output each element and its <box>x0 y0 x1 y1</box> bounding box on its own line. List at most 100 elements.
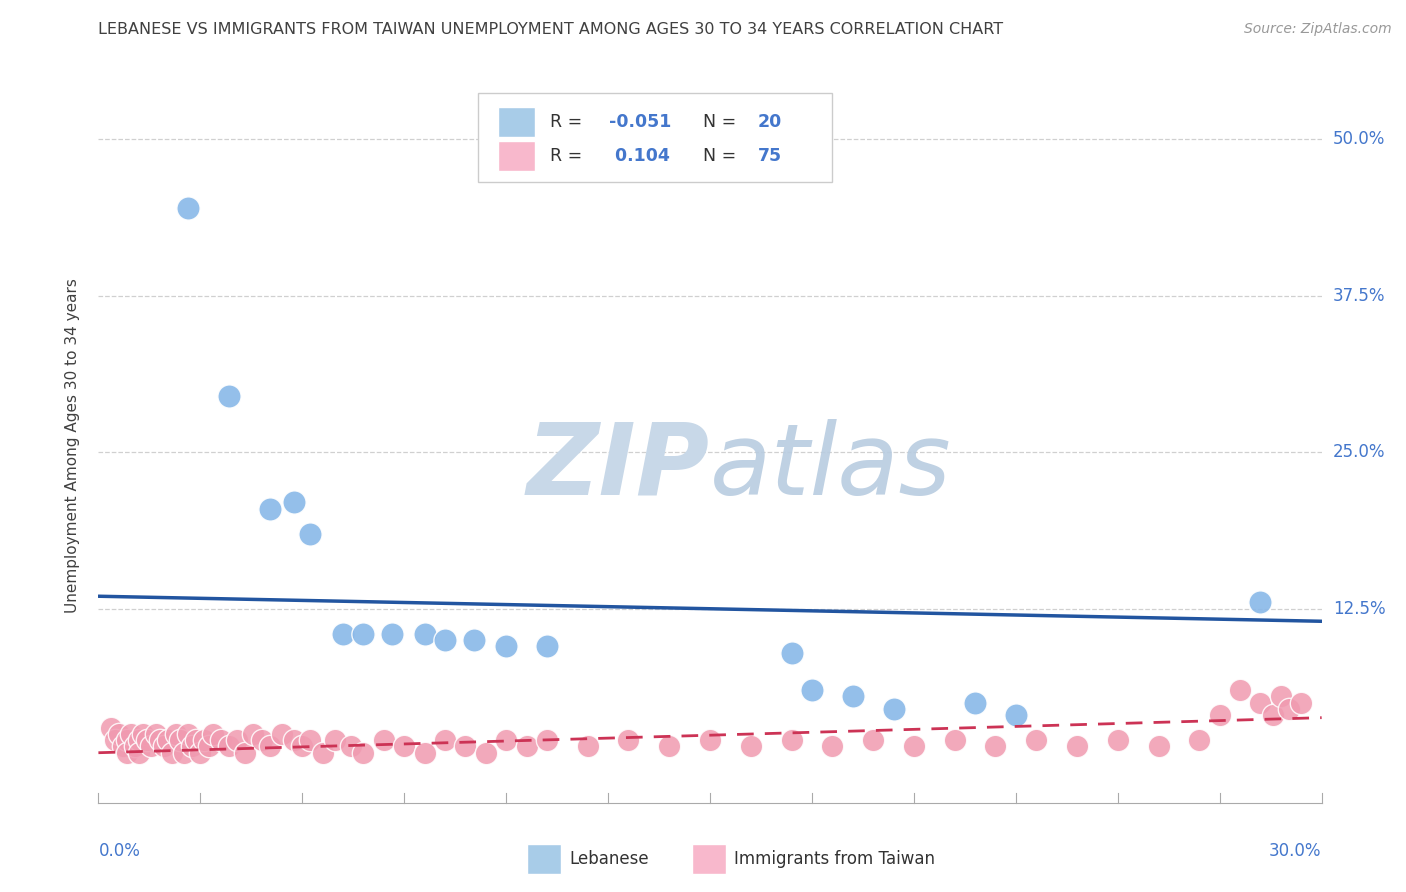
Text: Source: ZipAtlas.com: Source: ZipAtlas.com <box>1244 22 1392 37</box>
Point <box>173 746 195 760</box>
Point <box>188 746 212 760</box>
Point <box>145 727 167 741</box>
Point <box>434 733 457 747</box>
Point <box>104 733 127 747</box>
Point <box>242 727 264 741</box>
Point <box>186 733 208 747</box>
Point <box>259 739 281 754</box>
Text: N =: N = <box>703 147 741 165</box>
Point <box>197 739 219 754</box>
Point <box>495 640 517 654</box>
Point <box>259 501 281 516</box>
Point <box>218 739 240 754</box>
Point <box>821 739 844 754</box>
Point <box>299 526 322 541</box>
Point <box>381 627 404 641</box>
Point <box>141 739 163 754</box>
Point <box>177 727 200 741</box>
Point <box>299 733 322 747</box>
Point <box>1270 690 1292 704</box>
FancyBboxPatch shape <box>478 93 832 182</box>
Point <box>617 733 640 747</box>
Point <box>1249 595 1271 609</box>
Point <box>291 739 314 754</box>
Point <box>226 733 249 747</box>
Text: 25.0%: 25.0% <box>1333 443 1385 461</box>
Point <box>1209 708 1232 723</box>
Point <box>495 733 517 747</box>
Y-axis label: Unemployment Among Ages 30 to 34 years: Unemployment Among Ages 30 to 34 years <box>65 278 80 614</box>
Point <box>177 201 200 215</box>
Point <box>165 727 187 741</box>
Text: R =: R = <box>550 147 588 165</box>
Point <box>124 739 146 754</box>
Point <box>903 739 925 754</box>
Point <box>536 733 558 747</box>
Point <box>943 733 966 747</box>
Point <box>270 727 294 741</box>
Point <box>463 633 485 648</box>
Point <box>740 739 762 754</box>
Point <box>434 633 457 648</box>
Text: R =: R = <box>550 113 588 131</box>
Point <box>373 733 395 747</box>
Point <box>536 640 558 654</box>
Point <box>132 727 155 741</box>
Text: 50.0%: 50.0% <box>1333 130 1385 148</box>
Text: N =: N = <box>703 113 741 131</box>
Point <box>1291 696 1313 710</box>
Point <box>1066 739 1088 754</box>
FancyBboxPatch shape <box>498 107 536 137</box>
Point <box>780 733 803 747</box>
Point <box>156 733 179 747</box>
Text: -0.051: -0.051 <box>609 113 671 131</box>
Point <box>209 733 232 747</box>
Text: atlas: atlas <box>710 419 952 516</box>
Point <box>128 746 150 760</box>
Text: ZIP: ZIP <box>527 419 710 516</box>
Point <box>108 727 131 741</box>
Point <box>1147 739 1170 754</box>
Point <box>1004 708 1026 723</box>
Point <box>576 739 599 754</box>
Text: 37.5%: 37.5% <box>1333 286 1385 305</box>
Point <box>413 746 436 760</box>
Point <box>1261 708 1284 723</box>
Point <box>149 733 172 747</box>
Point <box>250 733 273 747</box>
Point <box>181 739 204 754</box>
Text: 0.0%: 0.0% <box>98 842 141 860</box>
FancyBboxPatch shape <box>692 844 725 874</box>
Text: 75: 75 <box>758 147 782 165</box>
Point <box>352 746 374 760</box>
Point <box>984 739 1007 754</box>
Text: 0.104: 0.104 <box>609 147 669 165</box>
Point <box>780 646 803 660</box>
Point <box>352 627 374 641</box>
Point <box>312 746 335 760</box>
Point <box>1249 696 1271 710</box>
Point <box>1188 733 1211 747</box>
Text: LEBANESE VS IMMIGRANTS FROM TAIWAN UNEMPLOYMENT AMONG AGES 30 TO 34 YEARS CORREL: LEBANESE VS IMMIGRANTS FROM TAIWAN UNEMP… <box>98 22 1004 37</box>
Point <box>201 727 224 741</box>
Point <box>111 739 134 754</box>
Point <box>332 627 354 641</box>
Point <box>152 739 174 754</box>
Point <box>323 733 346 747</box>
Point <box>233 746 256 760</box>
Point <box>801 683 824 698</box>
Text: Immigrants from Taiwan: Immigrants from Taiwan <box>734 850 935 868</box>
Text: 12.5%: 12.5% <box>1333 599 1385 618</box>
Point <box>1107 733 1129 747</box>
Point <box>658 739 681 754</box>
Text: 20: 20 <box>758 113 782 131</box>
Point <box>283 733 305 747</box>
Point <box>100 721 122 735</box>
Point <box>115 733 138 747</box>
Point <box>862 733 884 747</box>
Point <box>841 690 863 704</box>
Point <box>120 727 142 741</box>
Point <box>454 739 477 754</box>
Point <box>136 733 159 747</box>
Point <box>160 746 183 760</box>
